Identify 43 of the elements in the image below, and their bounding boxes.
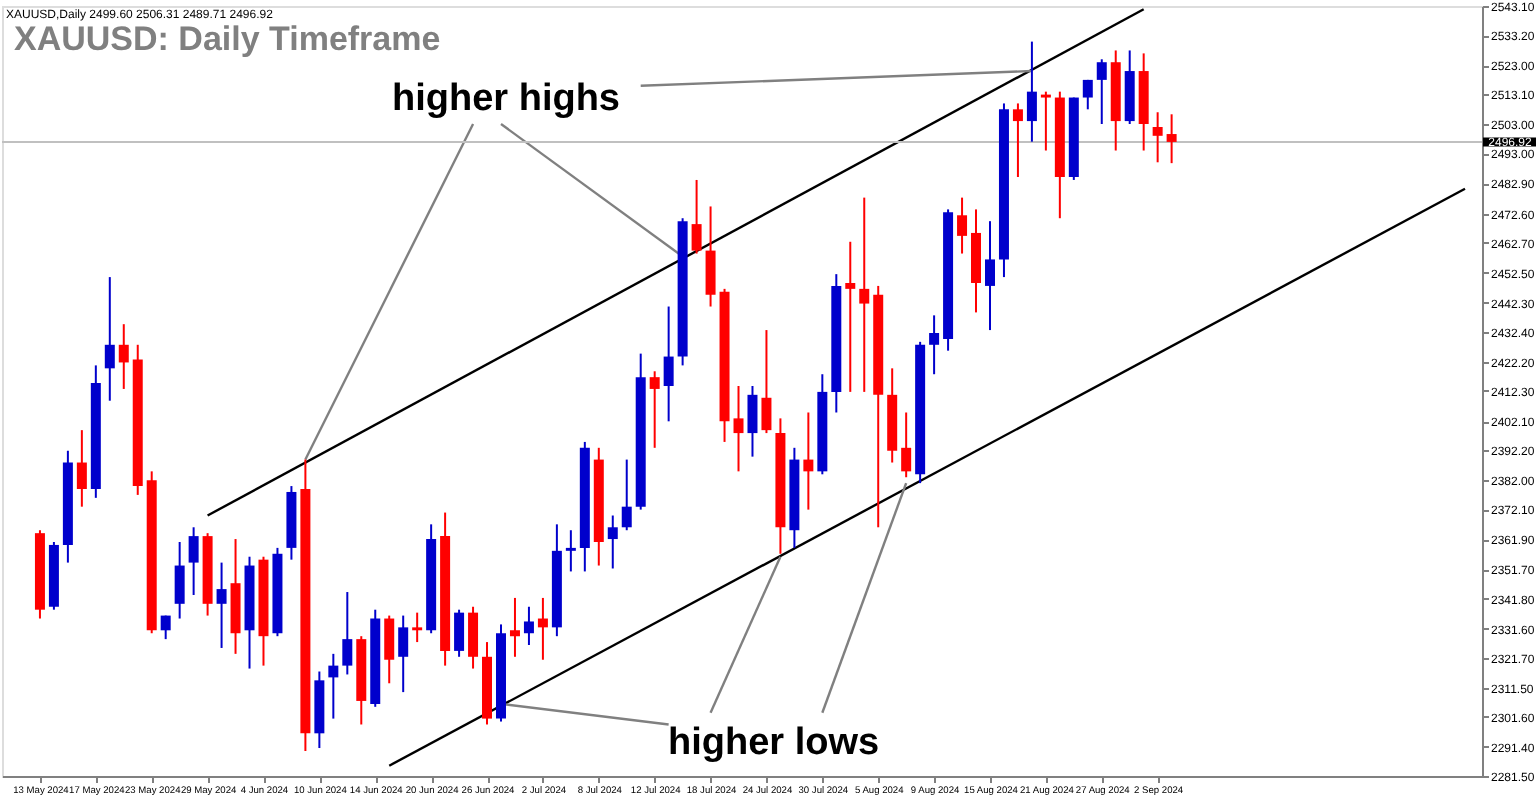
candlestick — [1026, 40, 1037, 143]
candlestick — [174, 541, 185, 620]
candlestick — [454, 608, 465, 658]
candlestick — [901, 411, 912, 479]
candlestick — [1012, 102, 1023, 179]
candlestick — [118, 323, 129, 390]
candlestick — [509, 596, 520, 658]
candlestick — [398, 614, 409, 694]
candlestick — [663, 305, 674, 423]
chart-title: XAUUSD: Daily Timeframe — [14, 20, 441, 58]
candlestick — [929, 314, 940, 376]
candlestick — [523, 605, 534, 647]
candlestick — [705, 205, 716, 308]
candlestick — [984, 220, 995, 332]
candlestick — [1152, 111, 1163, 164]
candlestick — [216, 561, 227, 649]
candlestick — [537, 596, 548, 661]
annotation: higher lows — [668, 722, 880, 764]
candlestick — [342, 591, 353, 676]
candlestick — [104, 276, 115, 402]
candlestick — [468, 605, 479, 670]
candlestick — [412, 611, 423, 644]
candlestick — [845, 240, 856, 393]
candlestick — [803, 411, 814, 511]
candlestick — [621, 458, 632, 532]
candlestick — [607, 514, 618, 570]
candlestick — [747, 385, 758, 458]
candlestick — [649, 370, 660, 449]
candlestick — [859, 196, 870, 393]
candlestick — [1166, 113, 1177, 165]
annotation: higher highs — [392, 78, 620, 120]
candlestick — [957, 196, 968, 255]
candlestick — [565, 529, 576, 573]
candlestick — [188, 526, 199, 596]
candlestick — [1082, 78, 1093, 111]
candlestick — [733, 385, 744, 473]
candlestick — [76, 429, 87, 508]
candlestick — [691, 178, 702, 255]
candlestick — [761, 329, 772, 435]
candlestick — [328, 652, 339, 720]
candlestick — [384, 614, 395, 685]
candlestick — [1040, 90, 1051, 152]
candlestick — [1096, 58, 1107, 126]
